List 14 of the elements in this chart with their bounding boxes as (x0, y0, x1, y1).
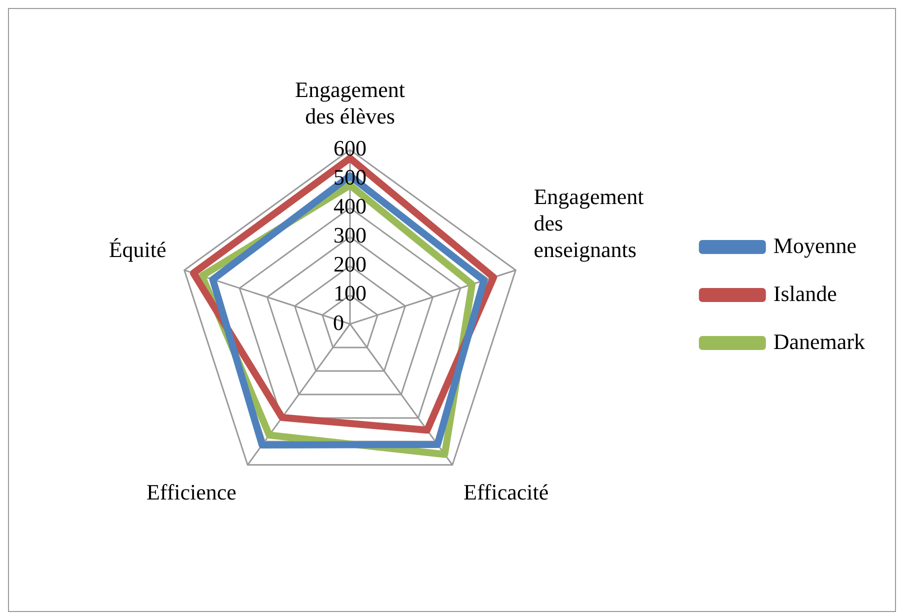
y-tick-label: 200 (334, 252, 366, 277)
legend-label: Danemark (773, 328, 866, 354)
legend-label: Islande (773, 280, 837, 306)
spoke-label: Engagement des élèves (295, 76, 405, 128)
spoke-label: Équité (108, 236, 166, 262)
legend-label: Moyenne (773, 232, 856, 258)
spoke-label: Efficience (146, 479, 236, 504)
spoke-label: Efficacité (464, 479, 549, 504)
y-tick-label: 400 (334, 194, 366, 219)
y-tick-label: 300 (334, 222, 366, 248)
spoke-label: Engagement des enseignants (534, 184, 644, 262)
y-tick-label: 600 (334, 136, 366, 161)
y-tick-label: 0 (333, 310, 344, 335)
y-tick-label: 100 (334, 280, 366, 306)
